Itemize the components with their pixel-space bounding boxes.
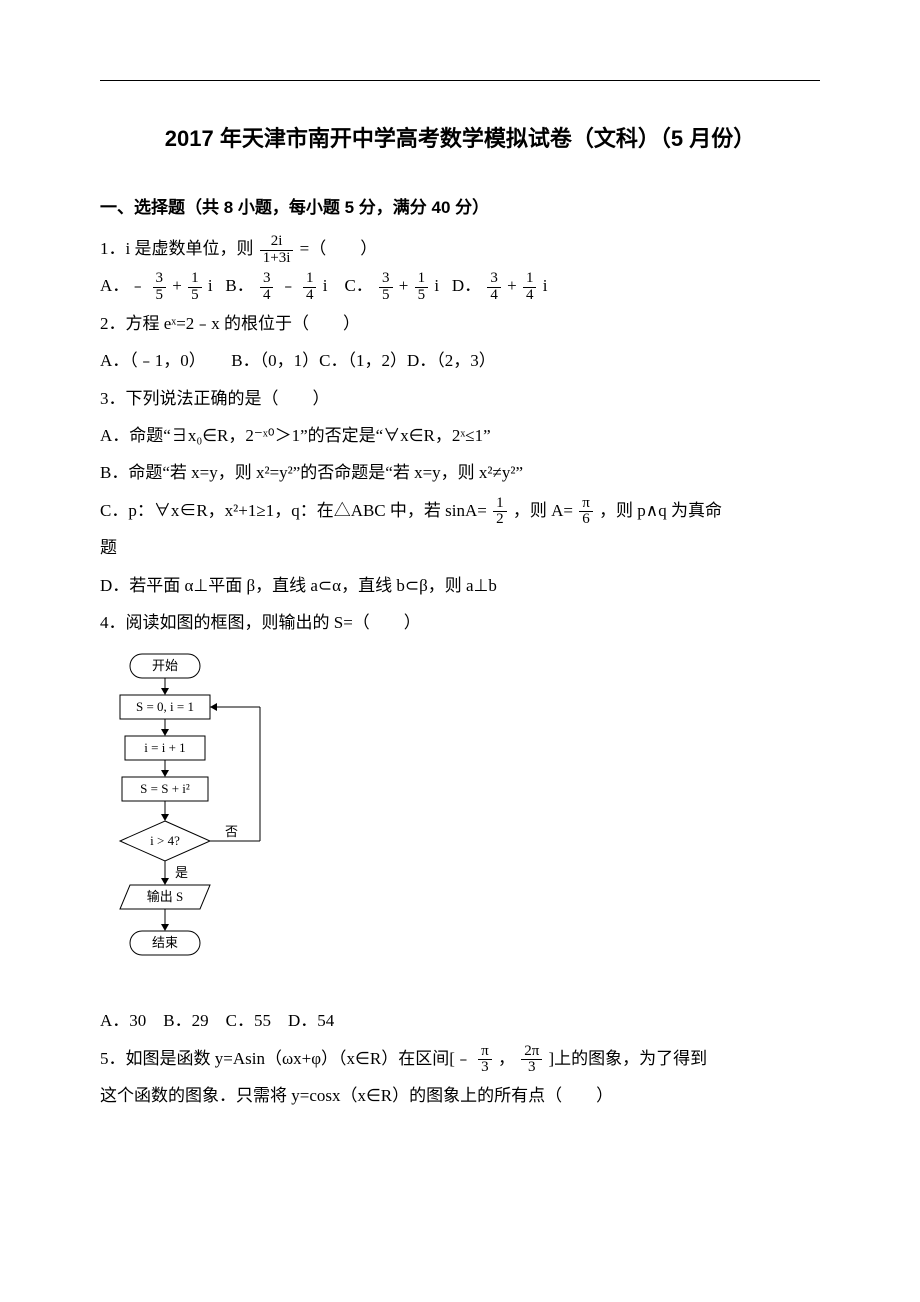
q1-optD-frac1-den: 4 bbox=[487, 288, 501, 304]
q1-optB-frac1-num: 3 bbox=[260, 271, 274, 288]
flow-out: 输出 S bbox=[147, 889, 183, 904]
q1-optD-post: i bbox=[543, 276, 548, 295]
q5-stem-post: ]上的图象，为了得到 bbox=[549, 1049, 708, 1068]
page-container: 2017 年天津市南开中学高考数学模拟试卷（文科）（5 月份） 一、选择题（共 … bbox=[0, 0, 920, 1302]
flow-init: S = 0, i = 1 bbox=[136, 699, 194, 714]
q1-optA-frac2-den: 5 bbox=[188, 288, 202, 304]
q5-stem-pre: 5．如图是函数 y=Asin（ωx+φ）（x∈R）在区间[﹣ bbox=[100, 1049, 472, 1068]
q1-optD-mid: + bbox=[507, 276, 517, 295]
q3-stem: 3．下列说法正确的是（ ） bbox=[100, 380, 820, 417]
q1-optC-frac1-num: 3 bbox=[379, 271, 393, 288]
q1-optD-pre: D． bbox=[452, 276, 481, 295]
q1-optC-frac2: 1 5 bbox=[415, 271, 429, 304]
flowchart: 开始 S = 0, i = 1 i = i + 1 S = S + i² i >… bbox=[100, 649, 820, 994]
q3-optC-post: ，则 p∧q 为真命 bbox=[599, 501, 722, 520]
q1-optD-frac2: 1 4 bbox=[523, 271, 537, 304]
q5-stem-line1: 5．如图是函数 y=Asin（ωx+φ）（x∈R）在区间[﹣ π 3 ， 2π … bbox=[100, 1040, 820, 1077]
q1-stem-post: =（ ） bbox=[300, 239, 378, 258]
q1-optA-pre: A．﹣ bbox=[100, 276, 146, 295]
q1-optD-frac2-den: 4 bbox=[523, 288, 537, 304]
flowchart-svg: 开始 S = 0, i = 1 i = i + 1 S = S + i² i >… bbox=[100, 649, 300, 989]
q1-optB-pre: B． bbox=[225, 276, 253, 295]
q1-optB-frac2-den: 4 bbox=[303, 288, 317, 304]
q1-stem-frac-num: 2i bbox=[260, 234, 294, 251]
section-header: 一、选择题（共 8 小题，每小题 5 分，满分 40 分） bbox=[100, 193, 820, 218]
q3-optC-pre: C．p：∀x∈R，x²+1≥1，q：在△ABC 中，若 sinA= bbox=[100, 501, 487, 520]
top-rule bbox=[100, 80, 820, 81]
q3-optC-frac2: π 6 bbox=[579, 496, 593, 529]
flow-no: 否 bbox=[225, 824, 238, 839]
q3-optC-frac1-den: 2 bbox=[493, 512, 507, 528]
q2-stem: 2．方程 eˣ=2﹣x 的根位于（ ） bbox=[100, 305, 820, 342]
q1-optB-post: i bbox=[323, 276, 328, 295]
q1-optA-frac1-den: 5 bbox=[153, 288, 167, 304]
flow-acc: S = S + i² bbox=[140, 781, 190, 796]
q1-optA-mid: + bbox=[172, 276, 182, 295]
q1-optD-frac2-num: 1 bbox=[523, 271, 537, 288]
q1-optC-frac2-den: 5 bbox=[415, 288, 429, 304]
q4-options: A．30 B．29 C．55 D．54 bbox=[100, 1002, 820, 1039]
q1-optC-pre: C． bbox=[344, 276, 372, 295]
q5-stem-line2: 这个函数的图象．只需将 y=cosx（x∈R）的图象上的所有点（ ） bbox=[100, 1077, 820, 1114]
q3-optC-line2: 题 bbox=[100, 529, 820, 566]
q1-optB-frac1: 3 4 bbox=[260, 271, 274, 304]
q1-optB-frac2-num: 1 bbox=[303, 271, 317, 288]
q1-optA-frac1-num: 3 bbox=[153, 271, 167, 288]
flow-end: 结束 bbox=[152, 935, 178, 950]
q2-options: A．（﹣1，0） B．（0，1）C．（1，2）D．（2，3） bbox=[100, 342, 820, 379]
q1-stem: 1．i 是虚数单位，则 2i 1+3i =（ ） bbox=[100, 230, 820, 267]
q5-frac2-num: 2π bbox=[521, 1044, 542, 1061]
flow-start: 开始 bbox=[152, 658, 178, 673]
q3-optC-frac2-den: 6 bbox=[579, 512, 593, 528]
q1-stem-frac-den: 1+3i bbox=[260, 251, 294, 267]
q3-optC-line1: C．p：∀x∈R，x²+1≥1，q：在△ABC 中，若 sinA= 1 2 ，则… bbox=[100, 492, 820, 529]
q1-optD-frac1: 3 4 bbox=[487, 271, 501, 304]
q5-frac2-den: 3 bbox=[521, 1060, 542, 1076]
q1-optC-frac1-den: 5 bbox=[379, 288, 393, 304]
flow-yes: 是 bbox=[175, 865, 188, 880]
q5-frac1: π 3 bbox=[478, 1044, 492, 1077]
q5-frac2: 2π 3 bbox=[521, 1044, 542, 1077]
q1-optC-frac2-num: 1 bbox=[415, 271, 429, 288]
q1-optA-frac1: 3 5 bbox=[153, 271, 167, 304]
q4-stem: 4．阅读如图的框图，则输出的 S=（ ） bbox=[100, 604, 820, 641]
q1-optC-mid: + bbox=[399, 276, 409, 295]
q1-options: A．﹣ 3 5 + 1 5 i B． 3 4 ﹣ 1 4 i C． 3 5 + … bbox=[100, 267, 820, 304]
q3-optC-frac1-num: 1 bbox=[493, 496, 507, 513]
q1-optA-frac2-num: 1 bbox=[188, 271, 202, 288]
q5-frac1-den: 3 bbox=[478, 1060, 492, 1076]
q1-optB-frac1-den: 4 bbox=[260, 288, 274, 304]
q5-frac1-num: π bbox=[478, 1044, 492, 1061]
q3-optB: B．命题“若 x=y，则 x²=y²”的否命题是“若 x=y，则 x²≠y²” bbox=[100, 454, 820, 491]
q1-stem-pre: 1．i 是虚数单位，则 bbox=[100, 239, 253, 258]
flow-inc: i = i + 1 bbox=[144, 740, 185, 755]
q1-optC-post: i bbox=[434, 276, 439, 295]
q3-optD: D．若平面 α⊥平面 β，直线 a⊂α，直线 b⊂β，则 a⊥b bbox=[100, 567, 820, 604]
q1-optA-post: i bbox=[208, 276, 213, 295]
exam-title: 2017 年天津市南开中学高考数学模拟试卷（文科）（5 月份） bbox=[100, 121, 820, 153]
q3-optA: A．命题“∃x₀∈R，2⁻ˣ⁰＞1”的否定是“∀x∈R，2ˣ≤1” bbox=[100, 417, 820, 454]
q1-optB-frac2: 1 4 bbox=[303, 271, 317, 304]
q3-optC-mid: ，则 A= bbox=[513, 501, 573, 520]
q3-optC-frac1: 1 2 bbox=[493, 496, 507, 529]
q3-optC-frac2-num: π bbox=[579, 496, 593, 513]
q1-stem-frac: 2i 1+3i bbox=[260, 234, 294, 267]
q1-optD-frac1-num: 3 bbox=[487, 271, 501, 288]
q1-optC-frac1: 3 5 bbox=[379, 271, 393, 304]
flow-cond: i > 4? bbox=[150, 833, 180, 848]
q1-optA-frac2: 1 5 bbox=[188, 271, 202, 304]
q1-optB-mid: ﹣ bbox=[280, 276, 297, 295]
q5-stem-mid: ， bbox=[498, 1049, 515, 1068]
